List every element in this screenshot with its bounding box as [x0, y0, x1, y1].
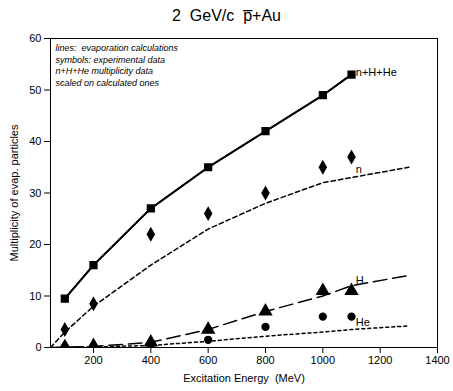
svg-text:Excitation Energy (MeV): Excitation Energy (MeV) [183, 372, 305, 384]
svg-text:n+H+He: n+H+He [356, 65, 397, 77]
svg-text:1000: 1000 [311, 354, 335, 366]
svg-text:H: H [356, 274, 364, 286]
svg-text:50: 50 [29, 84, 41, 96]
svg-text:0: 0 [35, 341, 41, 353]
svg-text:60: 60 [29, 32, 41, 44]
svg-text:10: 10 [29, 290, 41, 302]
svg-text:1400: 1400 [425, 354, 449, 366]
html-text:2 GeV/c p̅+Au: 2 GeV/c p̅+Au [172, 7, 281, 24]
svg-text:200: 200 [84, 354, 102, 366]
svg-text:600: 600 [199, 354, 217, 366]
svg-text:He: He [356, 316, 370, 328]
svg-text:400: 400 [142, 354, 160, 366]
svg-text:20: 20 [29, 238, 41, 250]
svg-text:40: 40 [29, 135, 41, 147]
svg-text:30: 30 [29, 187, 41, 199]
svg-text:n: n [356, 163, 362, 175]
svg-text:Multiplicity of evap. particle: Multiplicity of evap. particles [8, 124, 20, 261]
svg-text:800: 800 [256, 354, 274, 366]
svg-text:1200: 1200 [368, 354, 392, 366]
svg-text:lines: evaporation calculatio: lines: evaporation calculationssymbols: … [56, 43, 179, 88]
